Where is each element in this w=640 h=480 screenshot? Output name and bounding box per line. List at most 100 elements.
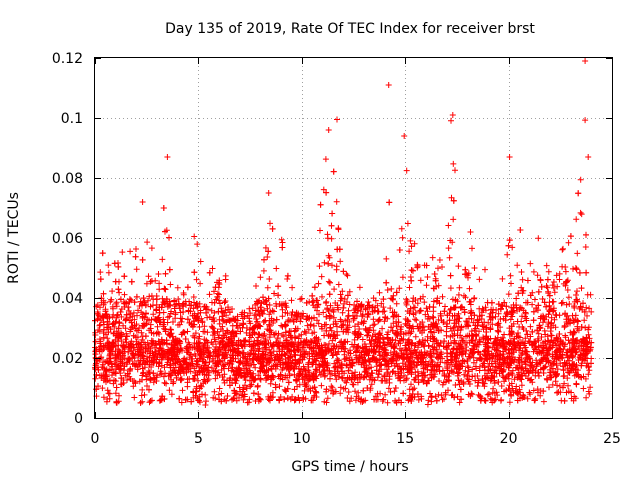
data-point xyxy=(255,396,262,403)
data-point xyxy=(482,347,488,354)
data-point xyxy=(424,333,431,340)
data-point xyxy=(215,297,222,304)
data-point xyxy=(474,316,481,323)
data-point xyxy=(378,300,385,307)
data-point xyxy=(481,380,488,387)
data-point xyxy=(519,324,526,331)
data-point xyxy=(423,351,430,358)
data-point xyxy=(155,363,162,370)
data-point xyxy=(303,372,310,379)
data-point xyxy=(524,331,531,338)
data-point xyxy=(333,357,340,364)
data-point xyxy=(528,362,535,369)
data-point xyxy=(160,373,167,380)
data-point xyxy=(413,362,420,369)
data-point xyxy=(185,339,192,346)
data-point xyxy=(559,299,566,306)
data-point xyxy=(255,372,262,379)
data-point xyxy=(565,316,572,323)
data-point xyxy=(495,328,502,335)
data-point xyxy=(575,327,582,334)
data-point xyxy=(482,266,488,273)
data-point xyxy=(519,350,526,357)
data-point xyxy=(219,352,226,358)
data-point xyxy=(204,314,211,321)
data-point xyxy=(407,237,414,244)
data-point xyxy=(560,384,566,391)
data-point xyxy=(439,396,446,403)
data-point xyxy=(197,280,204,287)
data-point xyxy=(407,330,414,337)
data-point xyxy=(97,304,103,311)
data-point xyxy=(465,368,472,375)
data-point xyxy=(528,376,535,383)
data-point xyxy=(455,263,462,270)
data-point xyxy=(332,318,339,325)
data-point xyxy=(554,382,560,389)
data-point xyxy=(427,352,433,359)
data-point xyxy=(456,315,463,322)
data-point xyxy=(203,347,210,354)
data-point xyxy=(256,395,263,402)
data-point xyxy=(113,300,120,307)
data-point xyxy=(215,369,222,376)
data-point xyxy=(424,308,431,315)
data-point xyxy=(582,244,589,250)
data-point xyxy=(461,309,468,316)
data-point xyxy=(321,321,328,328)
data-point xyxy=(133,246,139,252)
data-point xyxy=(433,297,440,304)
data-point xyxy=(362,357,369,364)
data-point xyxy=(174,359,181,366)
data-point xyxy=(396,247,403,253)
data-point xyxy=(194,303,201,310)
data-point xyxy=(388,295,395,302)
data-point xyxy=(276,397,283,404)
data-point xyxy=(331,360,338,367)
data-point xyxy=(348,395,355,402)
data-point xyxy=(436,300,443,307)
data-point xyxy=(103,398,110,405)
data-point xyxy=(197,339,203,346)
data-point xyxy=(303,330,309,337)
data-point xyxy=(153,296,160,303)
data-point xyxy=(334,323,340,330)
data-point xyxy=(531,345,538,351)
data-point xyxy=(329,210,336,217)
data-point xyxy=(316,361,323,368)
data-point xyxy=(166,387,173,394)
data-point xyxy=(462,294,469,301)
data-point xyxy=(580,373,587,380)
data-point xyxy=(195,377,201,384)
data-point xyxy=(530,308,537,315)
data-point xyxy=(447,361,453,368)
data-point xyxy=(332,335,339,342)
data-point xyxy=(120,342,127,349)
data-point xyxy=(159,256,166,263)
data-point xyxy=(184,328,191,335)
data-point xyxy=(521,370,528,377)
data-point xyxy=(565,382,571,389)
data-point xyxy=(408,277,415,284)
data-point xyxy=(572,265,579,271)
data-point xyxy=(96,322,103,329)
data-point xyxy=(486,391,492,397)
data-point xyxy=(389,309,396,316)
data-point xyxy=(114,311,121,318)
data-point xyxy=(352,323,358,330)
data-point xyxy=(485,319,492,326)
data-point xyxy=(117,381,124,388)
data-point xyxy=(325,278,332,285)
data-point xyxy=(92,329,99,336)
data-point xyxy=(427,390,433,397)
data-point xyxy=(387,349,394,356)
data-point xyxy=(322,156,329,163)
data-point xyxy=(201,365,207,372)
data-point xyxy=(387,305,394,312)
data-point xyxy=(333,266,340,273)
data-point xyxy=(192,392,199,399)
data-point xyxy=(283,365,290,372)
data-point xyxy=(428,398,435,405)
data-point xyxy=(189,312,196,319)
data-point xyxy=(108,361,115,368)
